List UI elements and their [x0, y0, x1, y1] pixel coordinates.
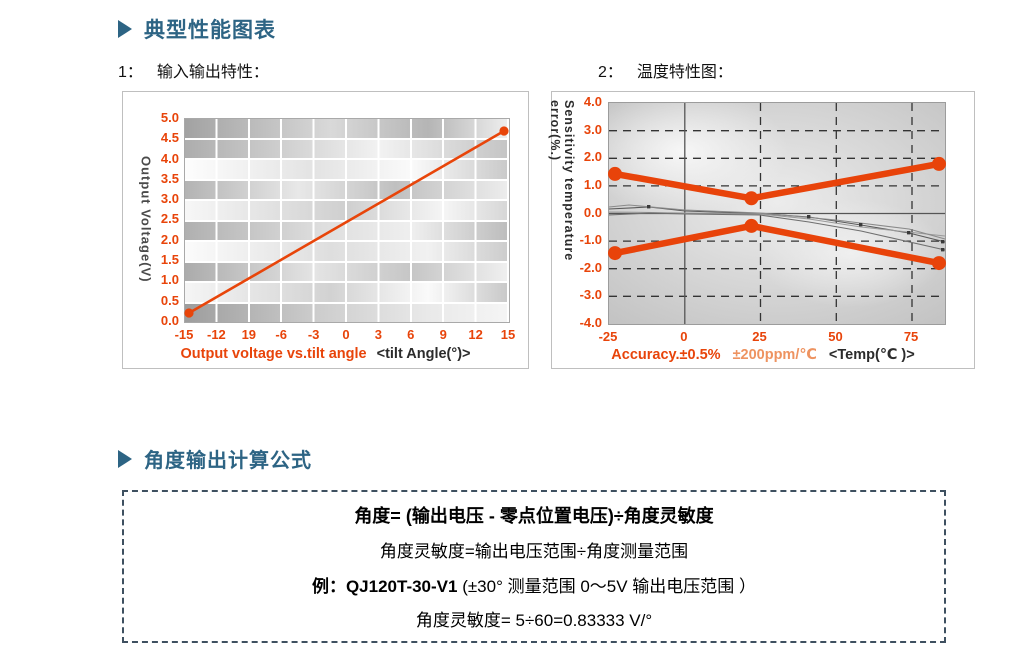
chart1-plot-area: [184, 118, 510, 323]
chart1-subtitle: Output voltage vs.tilt angle: [180, 346, 367, 362]
y-tick: -2.0: [579, 259, 602, 275]
y-tick: 4.5: [160, 130, 179, 146]
x-tick: 0: [680, 329, 688, 344]
x-tick: 0: [342, 327, 350, 342]
y-tick: 3.0: [583, 121, 602, 137]
y-tick: 1.0: [160, 272, 179, 288]
chart2-accuracy-label: Accuracy.±0.5%: [611, 347, 721, 363]
y-tick: -4.0: [579, 315, 602, 330]
section-title: 角度输出计算公式: [144, 450, 312, 472]
chart1-title: 输入输出特性：: [156, 64, 269, 81]
y-tick: 4.0: [160, 150, 179, 166]
x-tick: 6: [407, 327, 415, 342]
y-tick: 3.0: [160, 191, 179, 207]
y-tick: 0.5: [160, 292, 179, 308]
y-tick: -3.0: [579, 287, 602, 303]
formula-line-4: 角度灵敏度= 5÷60=0.83333 V/°: [415, 611, 653, 631]
x-tick: -25: [598, 329, 618, 344]
y-tick: 0.0: [160, 312, 179, 328]
triangle-bullet-icon: [118, 449, 132, 468]
chart2-title: 温度特性图：: [636, 64, 733, 81]
chart2-number: 2：: [598, 64, 623, 81]
x-tick: 19: [241, 327, 257, 342]
x-tick: -12: [206, 327, 226, 342]
chart1-x-unit: <tilt Angle(°)>: [376, 346, 471, 362]
chart2-x-ticks: -25 0 25 50 75: [599, 329, 944, 345]
x-tick: 9: [439, 327, 447, 342]
x-tick: 50: [828, 329, 843, 344]
section-performance-header: 典型性能图表: [118, 14, 276, 44]
chart1-caption: 1： 输入输出特性：: [118, 58, 269, 82]
chart1-data-line: [184, 126, 509, 318]
section-title: 典型性能图表: [144, 19, 276, 42]
y-tick: 5.0: [160, 110, 179, 125]
x-tick: -3: [307, 327, 320, 342]
x-tick: 25: [752, 329, 767, 344]
x-tick: -15: [174, 327, 194, 342]
x-tick: 3: [374, 327, 383, 342]
chart-temperature: Sensitivity temperature error(%.) 4.0 3.…: [548, 91, 975, 369]
x-tick: 12: [468, 327, 483, 342]
chart1-y-axis-label: Output Voltage(V): [138, 156, 154, 283]
x-tick: 75: [903, 329, 919, 344]
formula-box: 角度= (输出电压 - 零点位置电压)÷角度灵敏度 角度灵敏度=输出电压范围÷角…: [122, 490, 946, 643]
chart1-x-ticks: -15 -12 19 -6 -3 0 3 6 9 12 15: [175, 327, 516, 343]
chart2-temp-unit: <Temp(℃ )>: [828, 347, 915, 363]
y-tick: 2.0: [583, 149, 602, 165]
y-tick: 1.0: [583, 176, 602, 192]
chart-input-output: Output Voltage(V) 5.0 4.5 4.0 3.5 3.0 2.…: [122, 91, 529, 369]
chart1-x-axis-label: Output voltage vs.tilt angle <tilt Angle…: [123, 346, 528, 362]
chart1-y-ticks: 5.0 4.5 4.0 3.5 3.0 2.5 2.0 1.5 1.0 0.5 …: [145, 111, 179, 328]
y-tick: 4.0: [583, 94, 602, 109]
formula-line-1: 角度= (输出电压 - 零点位置电压)÷角度灵敏度: [354, 505, 714, 526]
chart2-x-axis-label: Accuracy.±0.5% ±200ppm/℃ <Temp(℃ )>: [552, 347, 974, 363]
formula-example-range: (±30° 测量范围 0～5V 输出电压范围 ）: [457, 576, 757, 596]
chart2-caption: 2： 温度特性图：: [598, 58, 733, 82]
y-tick: 2.5: [160, 211, 179, 227]
y-tick: -1.0: [579, 232, 602, 248]
section-formula-header: 角度输出计算公式: [118, 444, 312, 473]
chart2-ppm-label: ±200ppm/℃: [732, 347, 817, 363]
formula-example-model: 例：QJ120T-30-V1: [311, 576, 458, 596]
y-tick: 0.0: [583, 204, 602, 220]
chart2-y-ticks: 4.0 3.0 2.0 1.0 0.0 -1.0 -2.0 -3.0 -4.0: [566, 95, 602, 330]
y-tick: 1.5: [160, 252, 179, 268]
chart2-plot-area: [608, 102, 946, 325]
y-tick: 3.5: [160, 170, 179, 186]
chart2-lines: [608, 103, 946, 324]
x-tick: 15: [500, 327, 516, 342]
y-tick: 2.0: [160, 231, 179, 247]
formula-line-2: 角度灵敏度=输出电压范围÷角度测量范围: [379, 542, 689, 562]
x-tick: -6: [275, 327, 287, 342]
formula-line-3: 例：QJ120T-30-V1 (±30° 测量范围 0～5V 输出电压范围 ）: [312, 572, 756, 597]
triangle-bullet-icon: [118, 20, 132, 38]
chart1-number: 1：: [118, 64, 143, 81]
